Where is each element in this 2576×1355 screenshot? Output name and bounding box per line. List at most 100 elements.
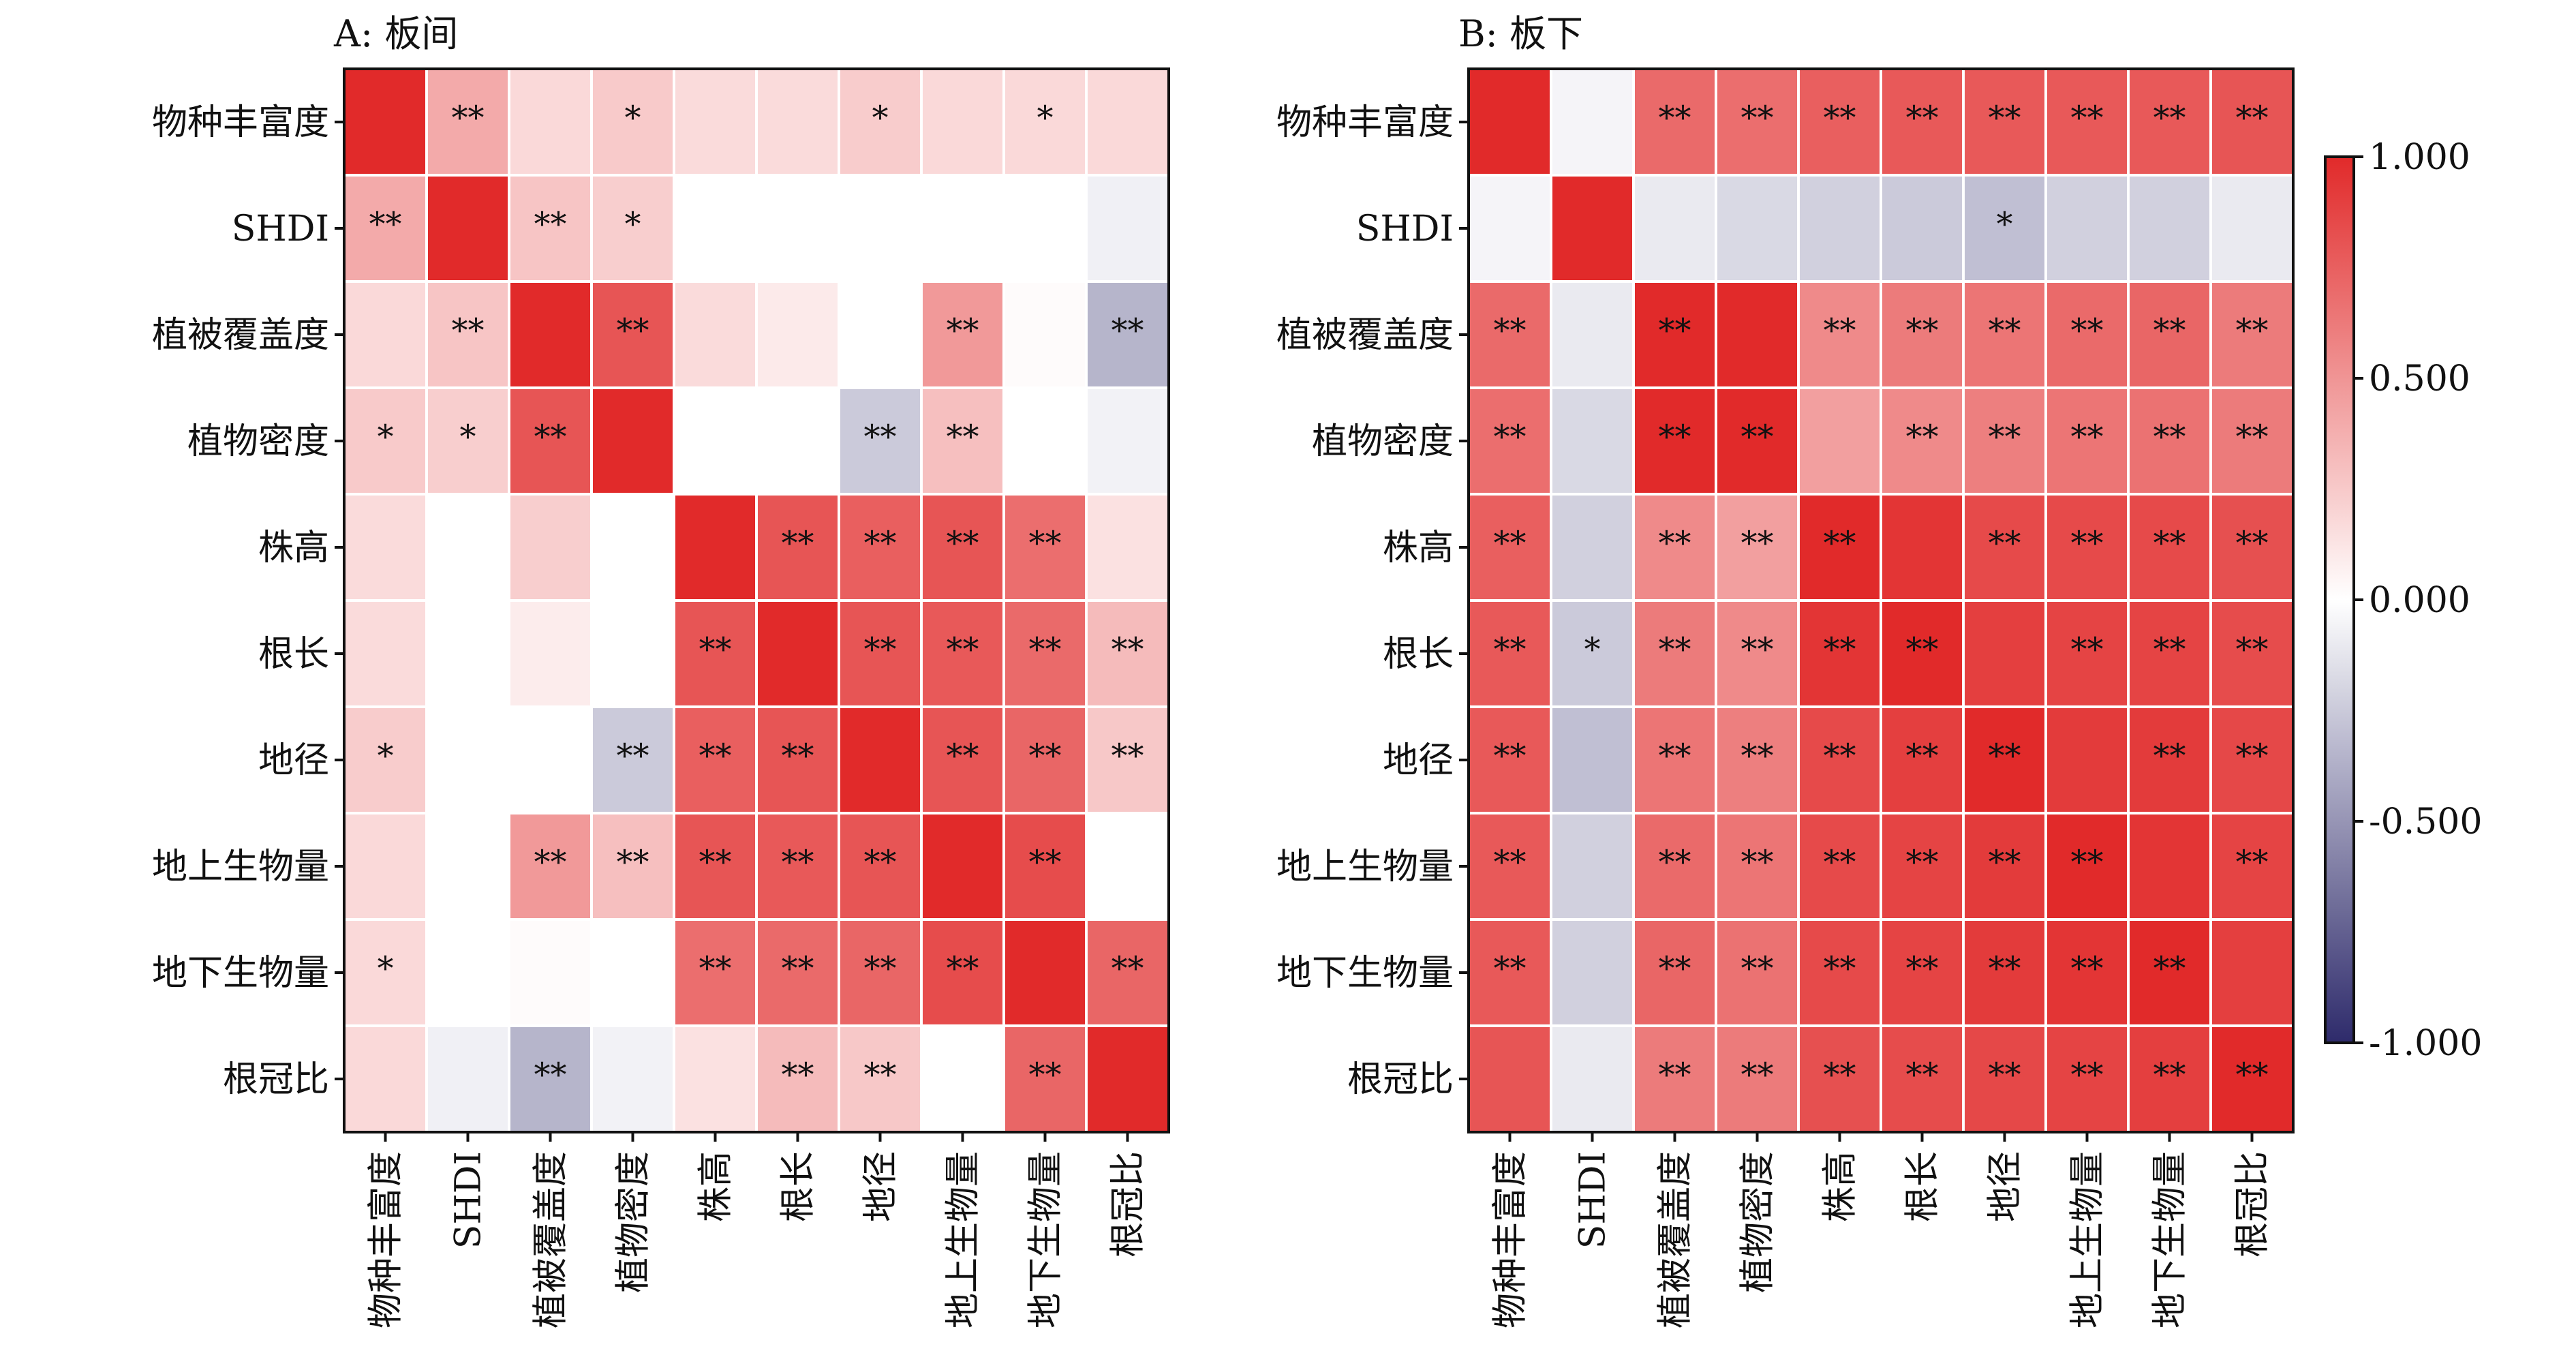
heatmap-panel-b: B: 板下 ** ** ** ** ** ** ** ** ** * * * * * * * * * * * * * * **… xyxy=(1276,12,2295,1328)
heatmap-cell xyxy=(1797,812,1882,921)
significance-marker: ** xyxy=(1906,949,1939,988)
column-label: 地上生物量 xyxy=(2068,1151,2109,1328)
heatmap-cell xyxy=(508,1024,593,1133)
heatmap-cell xyxy=(425,705,510,814)
heatmap-cell xyxy=(2044,705,2130,814)
heatmap-cell xyxy=(425,812,510,921)
heatmap-cell xyxy=(425,174,510,283)
column-label: 植被覆盖度 xyxy=(531,1151,572,1328)
row-label: 地径 xyxy=(1383,740,1454,781)
significance-marker: ** xyxy=(1659,418,1691,456)
significance-marker: ** xyxy=(864,418,897,456)
colorbar: 1.000 0.500 0.000 -0.500 -1.000 xyxy=(2324,137,2482,1064)
heatmap-cell xyxy=(920,599,1005,708)
heatmap-cell xyxy=(755,386,840,496)
significance-marker: ** xyxy=(1906,737,1939,775)
significance-marker: * xyxy=(872,99,889,137)
heatmap-cell xyxy=(1467,67,1552,177)
heatmap-cell xyxy=(508,67,593,177)
heatmap-cell xyxy=(920,386,1005,496)
row-label: 根长 xyxy=(258,634,329,675)
row-label: 地下生物量 xyxy=(1276,953,1454,994)
heatmap-cell xyxy=(673,67,758,177)
significance-marker: ** xyxy=(1824,1056,1856,1094)
heatmap-cell xyxy=(508,174,593,283)
heatmap-cell xyxy=(590,67,675,177)
significance-marker: ** xyxy=(1741,99,1774,137)
significance-marker: ** xyxy=(2153,949,2186,988)
heatmap-cell xyxy=(2209,493,2295,602)
significance-marker: ** xyxy=(1824,524,1856,562)
colorbar-tick-label: 1.000 xyxy=(2369,137,2470,178)
significance-marker: ** xyxy=(699,737,732,775)
heatmap-cell xyxy=(673,386,758,496)
heatmap-cell xyxy=(343,599,428,708)
significance-marker: ** xyxy=(864,1056,897,1094)
heatmap-cell xyxy=(1880,280,1965,389)
colorbar-tick-label: -1.000 xyxy=(2369,1023,2482,1064)
significance-marker: ** xyxy=(782,524,814,562)
heatmap-cell xyxy=(838,493,923,602)
significance-marker: ** xyxy=(1659,949,1691,988)
heatmap-cell xyxy=(755,493,840,602)
significance-marker: ** xyxy=(864,949,897,988)
heatmap-frame xyxy=(343,67,1170,1133)
significance-marker: ** xyxy=(2071,949,2104,988)
colorbar-tick-label: -0.500 xyxy=(2369,802,2482,842)
row-label: 植物密度 xyxy=(1312,421,1454,462)
column-label: 根冠比 xyxy=(1108,1151,1149,1258)
panel-b-title: B: 板下 xyxy=(1458,12,1583,55)
significance-marker: ** xyxy=(782,949,814,988)
heatmap-cell xyxy=(838,280,923,389)
significance-marker: ** xyxy=(864,630,897,669)
column-label: 物种丰富度 xyxy=(366,1151,407,1328)
row-label: 株高 xyxy=(1383,528,1454,568)
row-label: 根冠比 xyxy=(223,1059,329,1100)
significance-marker: ** xyxy=(2071,630,2104,669)
significance-marker: ** xyxy=(1111,737,1144,775)
heatmap-cell xyxy=(755,280,840,389)
heatmap-cell xyxy=(590,599,675,708)
heatmap-cell xyxy=(920,1024,1005,1133)
column-label: 地下生物量 xyxy=(2150,1151,2191,1328)
significance-marker: ** xyxy=(1494,737,1527,775)
row-label: 地下生物量 xyxy=(152,953,329,994)
row-label: 地上生物量 xyxy=(1276,847,1454,887)
heatmap-cell xyxy=(1715,812,1800,921)
significance-marker: ** xyxy=(2236,737,2269,775)
significance-marker: ** xyxy=(1494,630,1527,669)
significance-marker: ** xyxy=(864,524,897,562)
heatmap-cell xyxy=(1632,1024,1717,1133)
column-label: SHDI xyxy=(448,1151,489,1249)
heatmap-cell xyxy=(508,705,593,814)
significance-marker: ** xyxy=(2153,311,2186,350)
significance-marker: ** xyxy=(1824,99,1856,137)
heatmap-cell xyxy=(755,1024,840,1133)
significance-marker: ** xyxy=(2071,843,2104,881)
heatmap-cell xyxy=(590,386,675,496)
heatmap-cell xyxy=(755,174,840,283)
significance-marker: * xyxy=(1037,99,1054,137)
heatmap-cell xyxy=(838,599,923,708)
significance-marker: ** xyxy=(1659,99,1691,137)
heatmap-cell xyxy=(2127,705,2212,814)
heatmap-cell xyxy=(425,599,510,708)
significance-marker: ** xyxy=(1029,630,1062,669)
significance-marker: ** xyxy=(1494,311,1527,350)
heatmap-cell xyxy=(673,1024,758,1133)
row-label: 株高 xyxy=(258,528,329,568)
heatmap-cell xyxy=(508,493,593,602)
heatmap-cell xyxy=(755,67,840,177)
significance-marker: ** xyxy=(699,949,732,988)
significance-marker: ** xyxy=(534,205,567,243)
panel-b-cells xyxy=(1467,67,2295,1133)
heatmap-cell xyxy=(1797,386,1882,496)
row-label: 物种丰富度 xyxy=(152,102,329,143)
significance-marker: ** xyxy=(782,1056,814,1094)
significance-marker: ** xyxy=(1906,418,1939,456)
heatmap-cell xyxy=(1550,812,1635,921)
significance-marker: ** xyxy=(1029,1056,1062,1094)
heatmap-cell xyxy=(1715,280,1800,389)
column-label: 地上生物量 xyxy=(943,1151,984,1328)
heatmap-cell xyxy=(2209,67,2295,177)
